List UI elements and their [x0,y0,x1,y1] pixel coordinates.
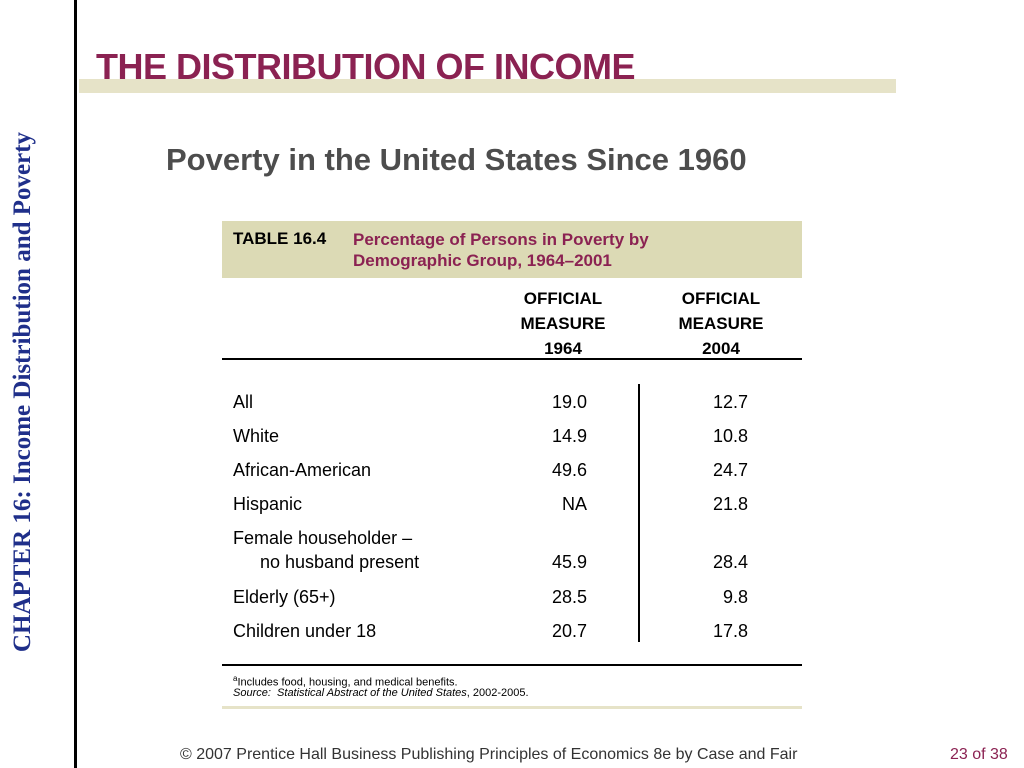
value-1964: 19.0 [551,392,587,412]
value-1964: 28.5 [551,587,587,607]
footnote-mark: a [233,674,238,683]
title-underline-band [79,79,896,93]
slide-title: THE DISTRIBUTION OF INCOME [96,46,636,87]
column-header-line: OFFICIAL [681,289,761,308]
table-footnote: aIncludes food, housing, and medical ben… [233,671,458,691]
row-label: Children under 18 [233,621,377,641]
page-number: 23 of 38 [950,746,1008,763]
table-caption-line1: Percentage of Persons in Poverty by [353,230,649,249]
source-title: Statistical Abstract of the United State… [277,687,467,699]
row-label: African-American [233,460,372,480]
table-caption-line2: Demographic Group, 1964–2001 [353,251,612,270]
value-2004: 12.7 [712,392,748,412]
value-1964: NA [561,494,587,514]
value-2004: 24.7 [712,460,748,480]
column-divider [638,384,640,642]
row-label: Female householder – [233,528,413,548]
slide-subtitle: Poverty in the United States Since 1960 [166,142,747,177]
table-number: TABLE 16.4 [233,229,327,248]
copyright-footer: © 2007 Prentice Hall Business Publishing… [180,746,798,763]
value-1964: 14.9 [551,426,587,446]
value-2004: 17.8 [712,621,748,641]
value-2004: 21.8 [712,494,748,514]
row-label: Hispanic [233,494,303,514]
table-bottom-band [222,706,802,709]
footer-rule [222,664,802,666]
value-2004: 28.4 [712,552,748,572]
column-header-line: OFFICIAL [523,289,603,308]
value-1964: 20.7 [551,621,587,641]
column-header-year: 1964 [544,339,582,358]
column-header-line: MEASURE [520,314,606,333]
chapter-label-text: CHAPTER 16: Income Distribution and Pove… [9,131,36,653]
table-header-band: TABLE 16.4 Percentage of Persons in Pove… [222,221,802,278]
column-header-line: MEASURE [678,314,764,333]
row-label-continuation: no husband present [260,552,420,572]
table-caption: Percentage of Persons in Poverty by Demo… [353,229,649,271]
value-1964: 49.6 [551,460,587,480]
vertical-divider-line [74,0,77,768]
row-label: White [233,426,280,446]
value-2004: 10.8 [712,426,748,446]
source-label: Source: [233,687,271,699]
header-rule [222,358,802,360]
footnote-text: Includes food, housing, and medical bene… [237,676,458,689]
source-years: , 2002-2005. [466,687,529,699]
column-header-year: 2004 [702,339,740,358]
row-label: All [233,392,254,412]
row-label: Elderly (65+) [233,587,336,607]
chapter-side-label: CHAPTER 16: Income Distribution and Pove… [0,0,46,768]
column-header-2004: OFFICIAL MEASURE 2004 [646,286,796,361]
value-2004: 9.8 [722,587,748,607]
table-source: Source: Statistical Abstract of the Unit… [233,686,529,701]
value-1964: 45.9 [551,552,587,572]
column-header-1964: OFFICIAL MEASURE 1964 [488,286,638,361]
